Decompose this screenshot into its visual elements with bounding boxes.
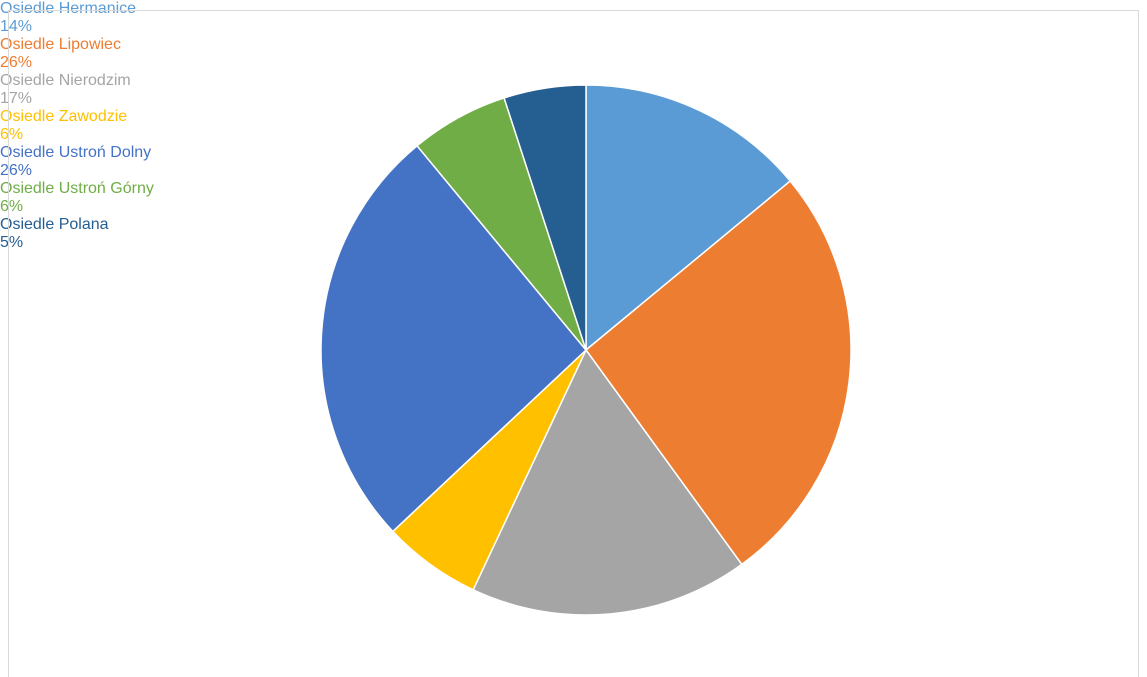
category-name: Osiedle Nierodzim: [0, 72, 131, 89]
data-label: Osiedle Zawodzie 6%: [0, 108, 1147, 144]
pie-slice: [585, 84, 792, 352]
data-label: Osiedle Ustroń Górny 6%: [0, 180, 175, 216]
pie-slice: [584, 180, 852, 566]
pie-slice: [472, 348, 743, 616]
value-label: 6%: [0, 198, 24, 215]
value-label: 6%: [0, 126, 24, 143]
pie-slice: [503, 84, 587, 351]
category-name: Osiedle Polana: [0, 216, 109, 233]
category-name: Osiedle Zawodzie: [0, 108, 128, 125]
data-label: Osiedle Polana 5%: [0, 216, 1147, 252]
pie-slice: [320, 144, 588, 533]
category-name: Osiedle Ustroń Górny: [0, 180, 154, 197]
value-label: 5%: [0, 234, 24, 251]
category-name: Osiedle Hermanice: [0, 0, 137, 17]
category-name: Osiedle Lipowiec: [0, 36, 121, 53]
category-name: Osiedle Ustroń Dolny: [0, 144, 152, 161]
chart-border: [8, 10, 1139, 677]
